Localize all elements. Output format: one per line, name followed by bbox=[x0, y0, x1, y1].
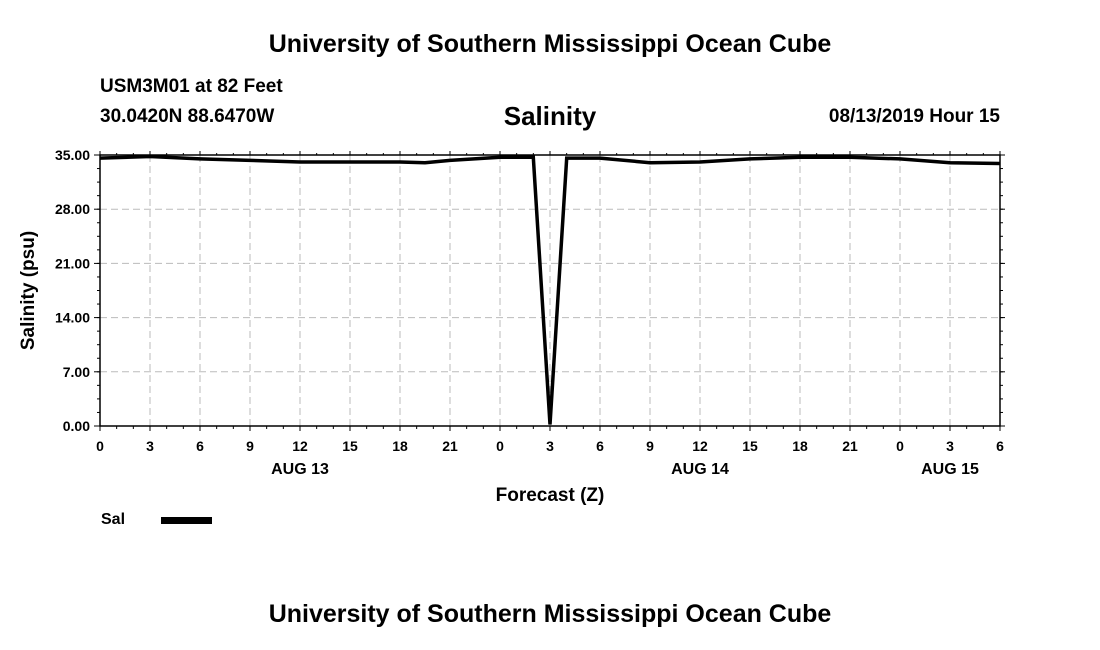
x-tick-label: 21 bbox=[442, 438, 458, 454]
series-line-sal bbox=[99, 154, 1001, 425]
y-tick-label: 0.00 bbox=[63, 418, 90, 434]
legend-swatch bbox=[161, 517, 212, 524]
page-title: University of Southern Mississippi Ocean… bbox=[268, 30, 832, 58]
y-tick-label: 28.00 bbox=[55, 201, 90, 217]
x-tick-label: 12 bbox=[292, 438, 308, 454]
grid bbox=[100, 154, 1000, 426]
x-tick-label: 21 bbox=[842, 438, 858, 454]
y-axis-title: Salinity (psu) bbox=[18, 231, 39, 350]
x-axis-title: Forecast (Z) bbox=[496, 485, 605, 506]
legend-label: Sal bbox=[101, 511, 126, 528]
y-tick-label: 7.00 bbox=[63, 364, 90, 380]
x-tick-label: 12 bbox=[692, 438, 708, 454]
x-tick-label: 18 bbox=[392, 438, 408, 454]
x-tick-label: 18 bbox=[792, 438, 808, 454]
y-tick-label: 21.00 bbox=[55, 255, 90, 271]
variable-title: Salinity bbox=[503, 101, 597, 131]
y-tick-label: 35.00 bbox=[55, 147, 90, 163]
x-tick-label: 3 bbox=[946, 438, 954, 454]
y-tick-label: 14.00 bbox=[55, 310, 90, 326]
x-tick-label: 6 bbox=[996, 438, 1004, 454]
footer-title: University of Southern Mississippi Ocean… bbox=[268, 600, 832, 628]
x-tick-label: 0 bbox=[96, 438, 104, 454]
x-tick-label: 0 bbox=[896, 438, 904, 454]
x-tick-label: 6 bbox=[596, 438, 604, 454]
date-label: AUG 15 bbox=[921, 461, 979, 478]
x-tick-label: 15 bbox=[742, 438, 758, 454]
x-tick-label: 0 bbox=[496, 438, 504, 454]
station-label: USM3M01 at 82 Feet bbox=[100, 76, 283, 97]
x-tick-label: 6 bbox=[196, 438, 204, 454]
x-tick-label: 15 bbox=[342, 438, 358, 454]
axis-labels: 0 3 6 9 12 15 18 21 0 3 6 9 12 15 18 21 0 3 6 0.00 7.00 14.00… bbox=[55, 147, 1004, 478]
x-tick-label: 9 bbox=[646, 438, 654, 454]
axis-ticks bbox=[94, 151, 1005, 431]
date-label: AUG 14 bbox=[671, 461, 729, 478]
x-tick-label: 3 bbox=[146, 438, 154, 454]
x-tick-label: 3 bbox=[546, 438, 554, 454]
coordinates-label: 30.0420N 88.6470W bbox=[100, 106, 275, 127]
date-label: AUG 13 bbox=[271, 461, 329, 478]
x-tick-label: 9 bbox=[246, 438, 254, 454]
forecast-datetime: 08/13/2019 Hour 15 bbox=[828, 106, 1000, 127]
